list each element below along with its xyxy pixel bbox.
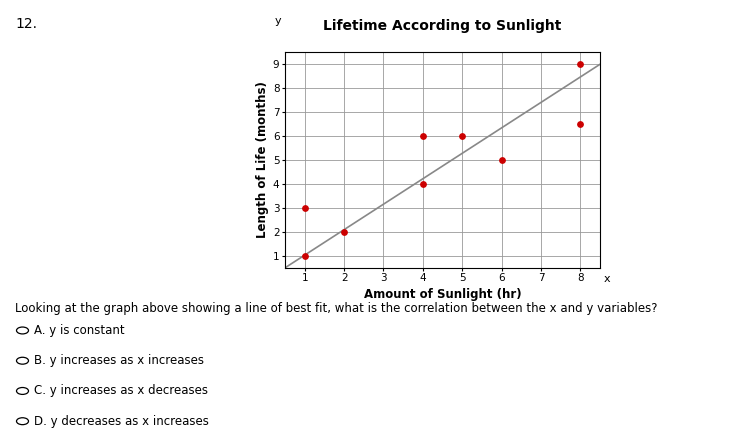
Text: D. y decreases as x increases: D. y decreases as x increases [34,415,209,428]
Point [574,121,586,127]
Y-axis label: Length of Life (months): Length of Life (months) [256,81,268,238]
Point [456,132,468,139]
Text: B. y increases as x increases: B. y increases as x increases [34,354,204,367]
Point [574,60,586,67]
Text: Looking at the graph above showing a line of best fit, what is the correlation b: Looking at the graph above showing a lin… [15,302,658,315]
Title: Lifetime According to Sunlight: Lifetime According to Sunlight [323,19,562,33]
Point [417,132,429,139]
Text: 12.: 12. [15,17,37,31]
Text: y: y [274,16,281,26]
Text: x: x [604,274,610,284]
Text: C. y increases as x decreases: C. y increases as x decreases [34,384,208,397]
Point [298,204,310,211]
Point [298,252,310,259]
Point [496,156,508,163]
X-axis label: Amount of Sunlight (hr): Amount of Sunlight (hr) [364,288,521,301]
Point [417,181,429,187]
Point [338,229,350,235]
Text: A. y is constant: A. y is constant [34,324,125,337]
